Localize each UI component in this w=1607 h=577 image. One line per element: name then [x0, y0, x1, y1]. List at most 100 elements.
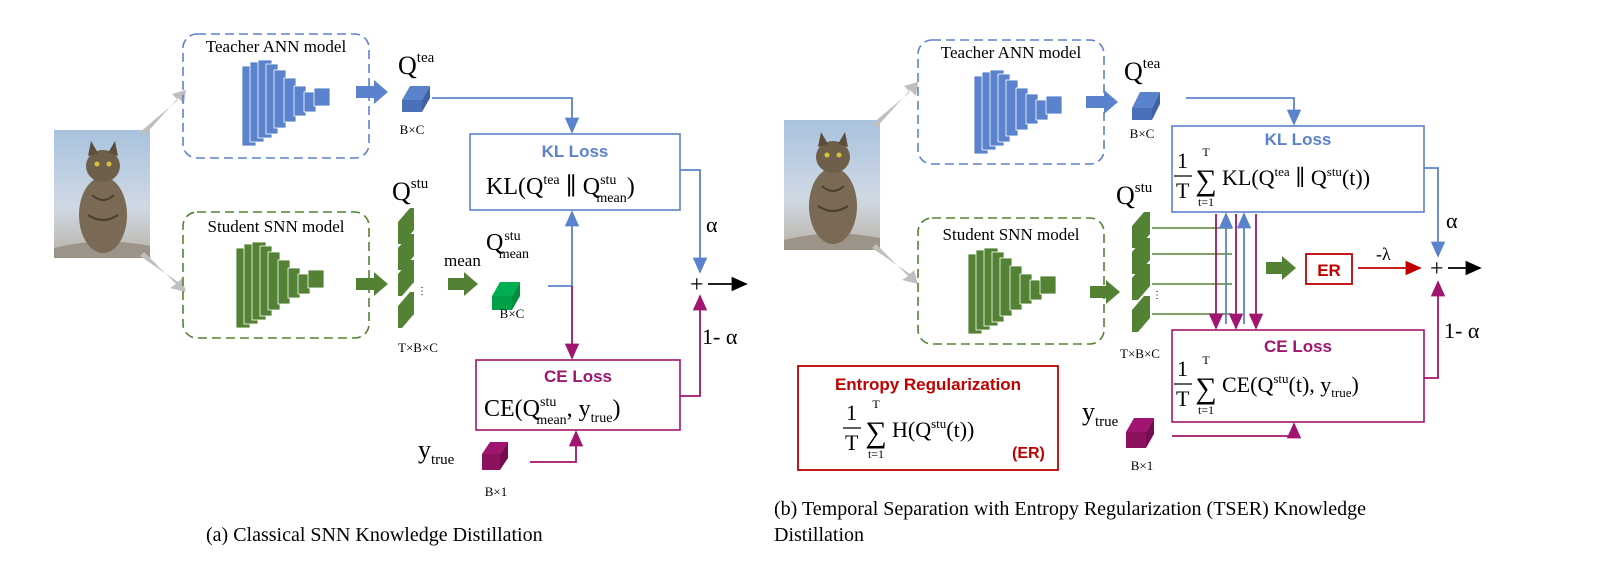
q-stu-tensor-stack: ⋮: [398, 208, 427, 328]
caption-b-line2: Distillation: [774, 524, 864, 546]
input-cat-image: [54, 130, 150, 258]
entropy-regularization-title: Entropy Regularization: [835, 375, 1021, 394]
panel-b-diagram: Teacher ANN model Qtea B×C Student SNN m…: [784, 39, 1482, 473]
svg-text:H(Qstu(t)): H(Qstu(t)): [892, 416, 974, 442]
q-stu-tensor-stack: ⋮: [1132, 212, 1162, 332]
svg-text:t=1: t=1: [1198, 195, 1214, 209]
timestep-to-kl-arrows: [1218, 212, 1252, 324]
minus-lambda-weight: -λ: [1376, 244, 1391, 264]
y-true-to-ce-arrow: [1172, 422, 1302, 439]
svg-text:T: T: [1176, 386, 1190, 411]
teacher-ann-label: Teacher ANN model: [206, 37, 347, 56]
ce-loss-title: CE Loss: [544, 367, 612, 386]
svg-text:t=1: t=1: [868, 447, 884, 461]
y-true-tensor: [482, 442, 508, 454]
panel-a-diagram: Teacher ANN model Qtea B×C Student SNN m…: [54, 33, 748, 499]
timestep-to-ce-arrows: [1208, 214, 1264, 330]
svg-text:⋮: ⋮: [1152, 290, 1162, 301]
svg-text:T: T: [872, 397, 880, 411]
q-mean-tensor: [492, 282, 520, 296]
y-true-label: ytrue: [418, 435, 455, 468]
entropy-regularization-box: [797, 365, 1059, 471]
svg-text:1: 1: [846, 400, 857, 425]
entropy-formula: 1 T T ∑ t=1 H(Qstu(t)): [843, 397, 974, 461]
timestep-output-lines: [1152, 227, 1232, 315]
y-true-shape: B×1: [485, 484, 508, 499]
kl-loss-formula: KL(Qtea ∥ Qstu mean): [486, 173, 635, 206]
kl-loss-formula: 1 T T ∑ t=1 KL(Qtea ∥ Qstu(t)): [1174, 145, 1370, 209]
kl-loss-title: KL Loss: [1265, 130, 1332, 149]
svg-text:T: T: [1202, 145, 1210, 159]
mean-label: mean: [444, 251, 481, 270]
panel-classical-kd: Teacher ANN model Qtea B×C Student SNN m…: [0, 0, 790, 577]
svg-text:CE(Qstu(t), ytrue): CE(Qstu(t), ytrue): [1222, 371, 1359, 400]
q-stu-label: Qstu: [392, 176, 429, 206]
ce-to-sum-arrow: [680, 294, 708, 397]
teacher-network-icon: [973, 69, 1063, 155]
student-network-icon: [235, 241, 325, 329]
q-stu-shape: T×B×C: [398, 340, 438, 355]
ce-loss-box: [1171, 329, 1425, 423]
q-stu-shape: T×B×C: [1120, 346, 1160, 361]
sum-operator: +: [690, 272, 704, 298]
panel-tser-kd: Teacher ANN model Qtea B×C Student SNN m…: [774, 0, 1607, 577]
q-mean-to-kl-arrow: [548, 210, 580, 287]
teacher-output-arrow: [1086, 90, 1118, 114]
y-true-tensor: [1126, 418, 1154, 432]
one-minus-alpha-weight: 1- α: [702, 324, 738, 349]
teacher-output-arrow: [356, 80, 388, 104]
q-tea-to-kl-arrow: [432, 97, 580, 134]
svg-text:1: 1: [1177, 148, 1188, 173]
q-mean-shape: B×C: [500, 306, 525, 321]
kl-to-sum-arrow: [680, 169, 708, 274]
caption-b-line1: (b) Temporal Separation with Entropy Reg…: [774, 498, 1366, 520]
caption-a: (a) Classical SNN Knowledge Distillation: [206, 524, 543, 546]
svg-text:∑: ∑: [865, 416, 886, 449]
ce-loss-box: [475, 359, 681, 431]
image-to-teacher-arrow: [140, 90, 186, 136]
er-box: [1305, 253, 1353, 285]
input-cat-image: [784, 120, 880, 250]
one-minus-alpha-weight: 1- α: [1444, 318, 1480, 343]
ce-loss-title: CE Loss: [1264, 337, 1332, 356]
student-snn-label: Student SNN model: [208, 217, 345, 236]
svg-text:T: T: [1176, 178, 1190, 203]
er-box-label: ER: [1317, 261, 1341, 280]
student-snn-label: Student SNN model: [943, 225, 1080, 244]
ce-to-sum-arrow: [1424, 280, 1446, 379]
student-network-icon: [967, 247, 1057, 335]
image-to-teacher-arrow: [872, 82, 918, 128]
q-tea-shape: B×C: [400, 122, 425, 137]
entropy-tag: (ER): [1012, 445, 1045, 462]
image-to-student-arrow: [140, 252, 186, 292]
student-output-arrow: [356, 272, 388, 296]
student-output-arrow: [1090, 280, 1120, 304]
svg-text:t=1: t=1: [1198, 403, 1214, 417]
q-tea-tensor: [1132, 92, 1160, 108]
svg-text:1: 1: [1177, 356, 1188, 381]
svg-text:⋮: ⋮: [417, 286, 427, 297]
svg-text:∑: ∑: [1195, 372, 1216, 405]
teacher-network-icon: [241, 59, 331, 147]
kl-loss-box: [1171, 125, 1425, 213]
alpha-weight: α: [706, 212, 718, 237]
q-tea-to-kl-arrow: [1186, 97, 1302, 126]
student-to-er-arrow: [1266, 256, 1296, 280]
svg-text:T: T: [1202, 353, 1210, 367]
mean-arrow: [448, 272, 478, 296]
ce-loss-formula: CE(Qstu mean, ytrue): [484, 395, 620, 428]
q-mean-label: Qstu mean: [486, 229, 529, 262]
image-to-student-arrow: [872, 244, 918, 284]
kl-loss-title: KL Loss: [542, 142, 609, 161]
sum-operator: +: [1430, 256, 1444, 282]
svg-text:KL(Qtea ∥ Qstu(t)): KL(Qtea ∥ Qstu(t)): [1222, 164, 1370, 190]
q-tea-label: Qtea: [398, 50, 435, 80]
kl-loss-box: [469, 133, 681, 211]
svg-text:T: T: [845, 430, 859, 455]
kl-to-sum-arrow: [1424, 167, 1446, 258]
alpha-weight: α: [1446, 208, 1458, 233]
y-true-shape: B×1: [1131, 458, 1154, 473]
svg-text:∑: ∑: [1195, 164, 1216, 197]
q-tea-label: Qtea: [1124, 56, 1161, 86]
q-stu-label: Qstu: [1116, 180, 1153, 210]
